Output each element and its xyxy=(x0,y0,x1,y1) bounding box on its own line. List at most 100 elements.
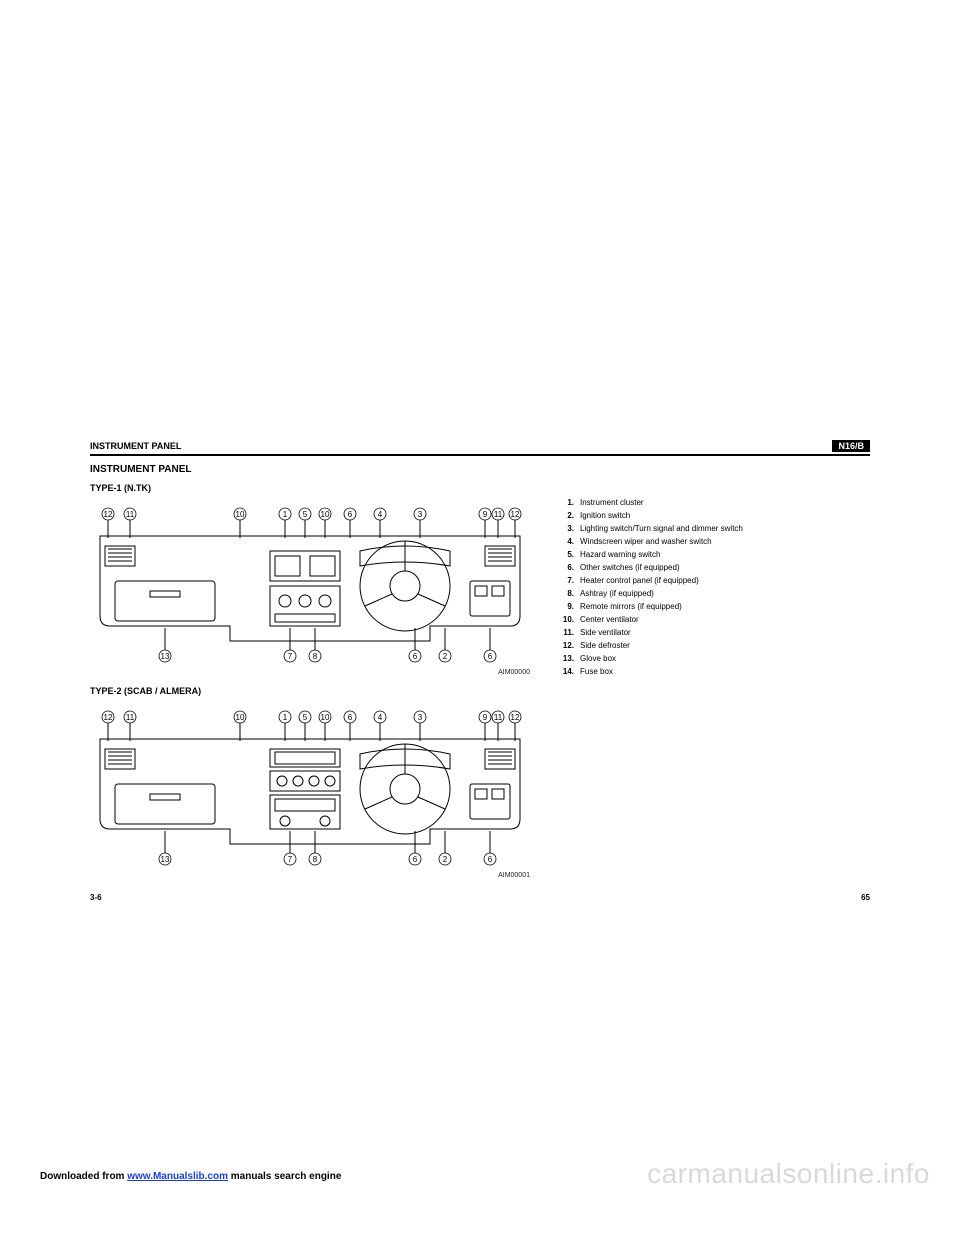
svg-text:13: 13 xyxy=(161,855,170,864)
download-link[interactable]: www.Manualslib.com xyxy=(127,1171,228,1182)
legend-item-number: 2. xyxy=(560,510,574,522)
legend-item-number: 8. xyxy=(560,588,574,600)
content-columns: TYPE-1 (N.TK) 121110151064391112 xyxy=(90,483,870,889)
legend-item-number: 12. xyxy=(560,640,574,652)
legend-item-text: Fuse box xyxy=(580,666,613,678)
figure2-label: TYPE-2 (SCAB / ALMERA) xyxy=(90,686,530,696)
legend-item-number: 7. xyxy=(560,575,574,587)
figure1-label: TYPE-1 (N.TK) xyxy=(90,483,530,493)
legend-item: 10. Center ventilator xyxy=(560,614,870,626)
legend-item: 7. Heater control panel (if equipped) xyxy=(560,575,870,587)
legend-item-number: 4. xyxy=(560,536,574,548)
legend-item-text: Hazard warning switch xyxy=(580,549,660,561)
svg-text:13: 13 xyxy=(161,652,170,661)
legend-item-number: 1. xyxy=(560,497,574,509)
page-footer: 3-6 65 xyxy=(90,893,870,902)
svg-text:7: 7 xyxy=(288,855,293,864)
legend-item: 3. Lighting switch/Turn signal and dimmer… xyxy=(560,523,870,535)
legend-item-number: 14. xyxy=(560,666,574,678)
legend-item: 8. Ashtray (if equipped) xyxy=(560,588,870,600)
svg-text:12: 12 xyxy=(511,510,520,519)
svg-text:10: 10 xyxy=(236,713,245,722)
legend-item-text: Lighting switch/Turn signal and dimmer s… xyxy=(580,523,743,535)
legend-item-number: 11. xyxy=(560,627,574,639)
svg-text:11: 11 xyxy=(126,510,135,519)
footer-left: 3-6 xyxy=(90,893,102,902)
legend-item-text: Instrument cluster xyxy=(580,497,644,509)
svg-text:9: 9 xyxy=(483,713,488,722)
legend-item: 5. Hazard warning switch xyxy=(560,549,870,561)
legend-item-text: Center ventilator xyxy=(580,614,639,626)
svg-text:12: 12 xyxy=(104,713,113,722)
legend-item: 1. Instrument cluster xyxy=(560,497,870,509)
svg-text:6: 6 xyxy=(348,713,353,722)
legend-item-text: Ignition switch xyxy=(580,510,630,522)
legend-item: 13. Glove box xyxy=(560,653,870,665)
legend-item: 12. Side defroster xyxy=(560,640,870,652)
svg-text:5: 5 xyxy=(303,713,308,722)
svg-text:2: 2 xyxy=(443,652,448,661)
svg-text:3: 3 xyxy=(418,713,423,722)
svg-text:6: 6 xyxy=(488,652,493,661)
legend-item: 2. Ignition switch xyxy=(560,510,870,522)
svg-text:6: 6 xyxy=(348,510,353,519)
legend-item-text: Remote mirrors (if equipped) xyxy=(580,601,682,613)
svg-text:6: 6 xyxy=(413,855,418,864)
legend-item-text: Heater control panel (if equipped) xyxy=(580,575,699,587)
figure1-code: AIM00000 xyxy=(90,669,530,676)
legend-item: 6. Other switches (if equipped) xyxy=(560,562,870,574)
download-attribution: Downloaded from www.Manualslib.com manua… xyxy=(40,1171,341,1182)
svg-text:4: 4 xyxy=(378,510,383,519)
figure2-diagram: 12 11 10 1 5 10 6 4 3 9 11 12 xyxy=(90,699,530,869)
svg-text:9: 9 xyxy=(483,510,488,519)
legend-item-number: 13. xyxy=(560,653,574,665)
svg-text:12: 12 xyxy=(104,510,113,519)
svg-text:12: 12 xyxy=(511,713,520,722)
svg-text:5: 5 xyxy=(303,510,308,519)
svg-text:7: 7 xyxy=(288,652,293,661)
header-bar: INSTRUMENT PANEL N16/B xyxy=(90,440,870,456)
download-prefix: Downloaded from xyxy=(40,1171,127,1182)
legend-item-text: Side ventilator xyxy=(580,627,631,639)
legend-item-text: Glove box xyxy=(580,653,616,665)
legend-item-number: 10. xyxy=(560,614,574,626)
svg-text:2: 2 xyxy=(443,855,448,864)
svg-text:10: 10 xyxy=(236,510,245,519)
svg-text:10: 10 xyxy=(321,713,330,722)
legend-item-text: Side defroster xyxy=(580,640,630,652)
legend-item: 9. Remote mirrors (if equipped) xyxy=(560,601,870,613)
svg-text:6: 6 xyxy=(488,855,493,864)
svg-text:4: 4 xyxy=(378,713,383,722)
legend-item-text: Other switches (if equipped) xyxy=(580,562,680,574)
legend-item-number: 5. xyxy=(560,549,574,561)
figure2-code: AIM00001 xyxy=(90,872,530,879)
svg-text:11: 11 xyxy=(494,510,503,519)
svg-text:8: 8 xyxy=(313,855,318,864)
legend-item-number: 9. xyxy=(560,601,574,613)
download-suffix: manuals search engine xyxy=(228,1171,341,1182)
footer-right: 65 xyxy=(861,893,870,902)
svg-text:11: 11 xyxy=(126,713,135,722)
legend-item-number: 3. xyxy=(560,523,574,535)
header-right-badge: N16/B xyxy=(832,440,870,452)
svg-text:10: 10 xyxy=(321,510,330,519)
legend-item-number: 6. xyxy=(560,562,574,574)
section-heading: INSTRUMENT PANEL xyxy=(90,464,870,475)
svg-text:1: 1 xyxy=(283,713,288,722)
legend-item-text: Ashtray (if equipped) xyxy=(580,588,654,600)
legend-item-text: Windscreen wiper and washer switch xyxy=(580,536,712,548)
page-content: INSTRUMENT PANEL N16/B INSTRUMENT PANEL … xyxy=(90,440,870,902)
watermark: carmanualsonline.info xyxy=(647,1158,930,1190)
legend-item: 11. Side ventilator xyxy=(560,627,870,639)
svg-text:8: 8 xyxy=(313,652,318,661)
legend-item: 4. Windscreen wiper and washer switch xyxy=(560,536,870,548)
svg-text:1: 1 xyxy=(283,510,288,519)
legend-column: 1. Instrument cluster 2. Ignition switch 3. L… xyxy=(560,483,870,889)
header-left: INSTRUMENT PANEL xyxy=(90,441,181,451)
figure1-diagram: 12 11 10 1 5 10 6 4 3 9 11 12 xyxy=(90,496,530,666)
figures-column: TYPE-1 (N.TK) 121110151064391112 xyxy=(90,483,530,889)
svg-text:11: 11 xyxy=(494,713,503,722)
legend-item: 14. Fuse box xyxy=(560,666,870,678)
svg-text:3: 3 xyxy=(418,510,423,519)
svg-text:6: 6 xyxy=(413,652,418,661)
